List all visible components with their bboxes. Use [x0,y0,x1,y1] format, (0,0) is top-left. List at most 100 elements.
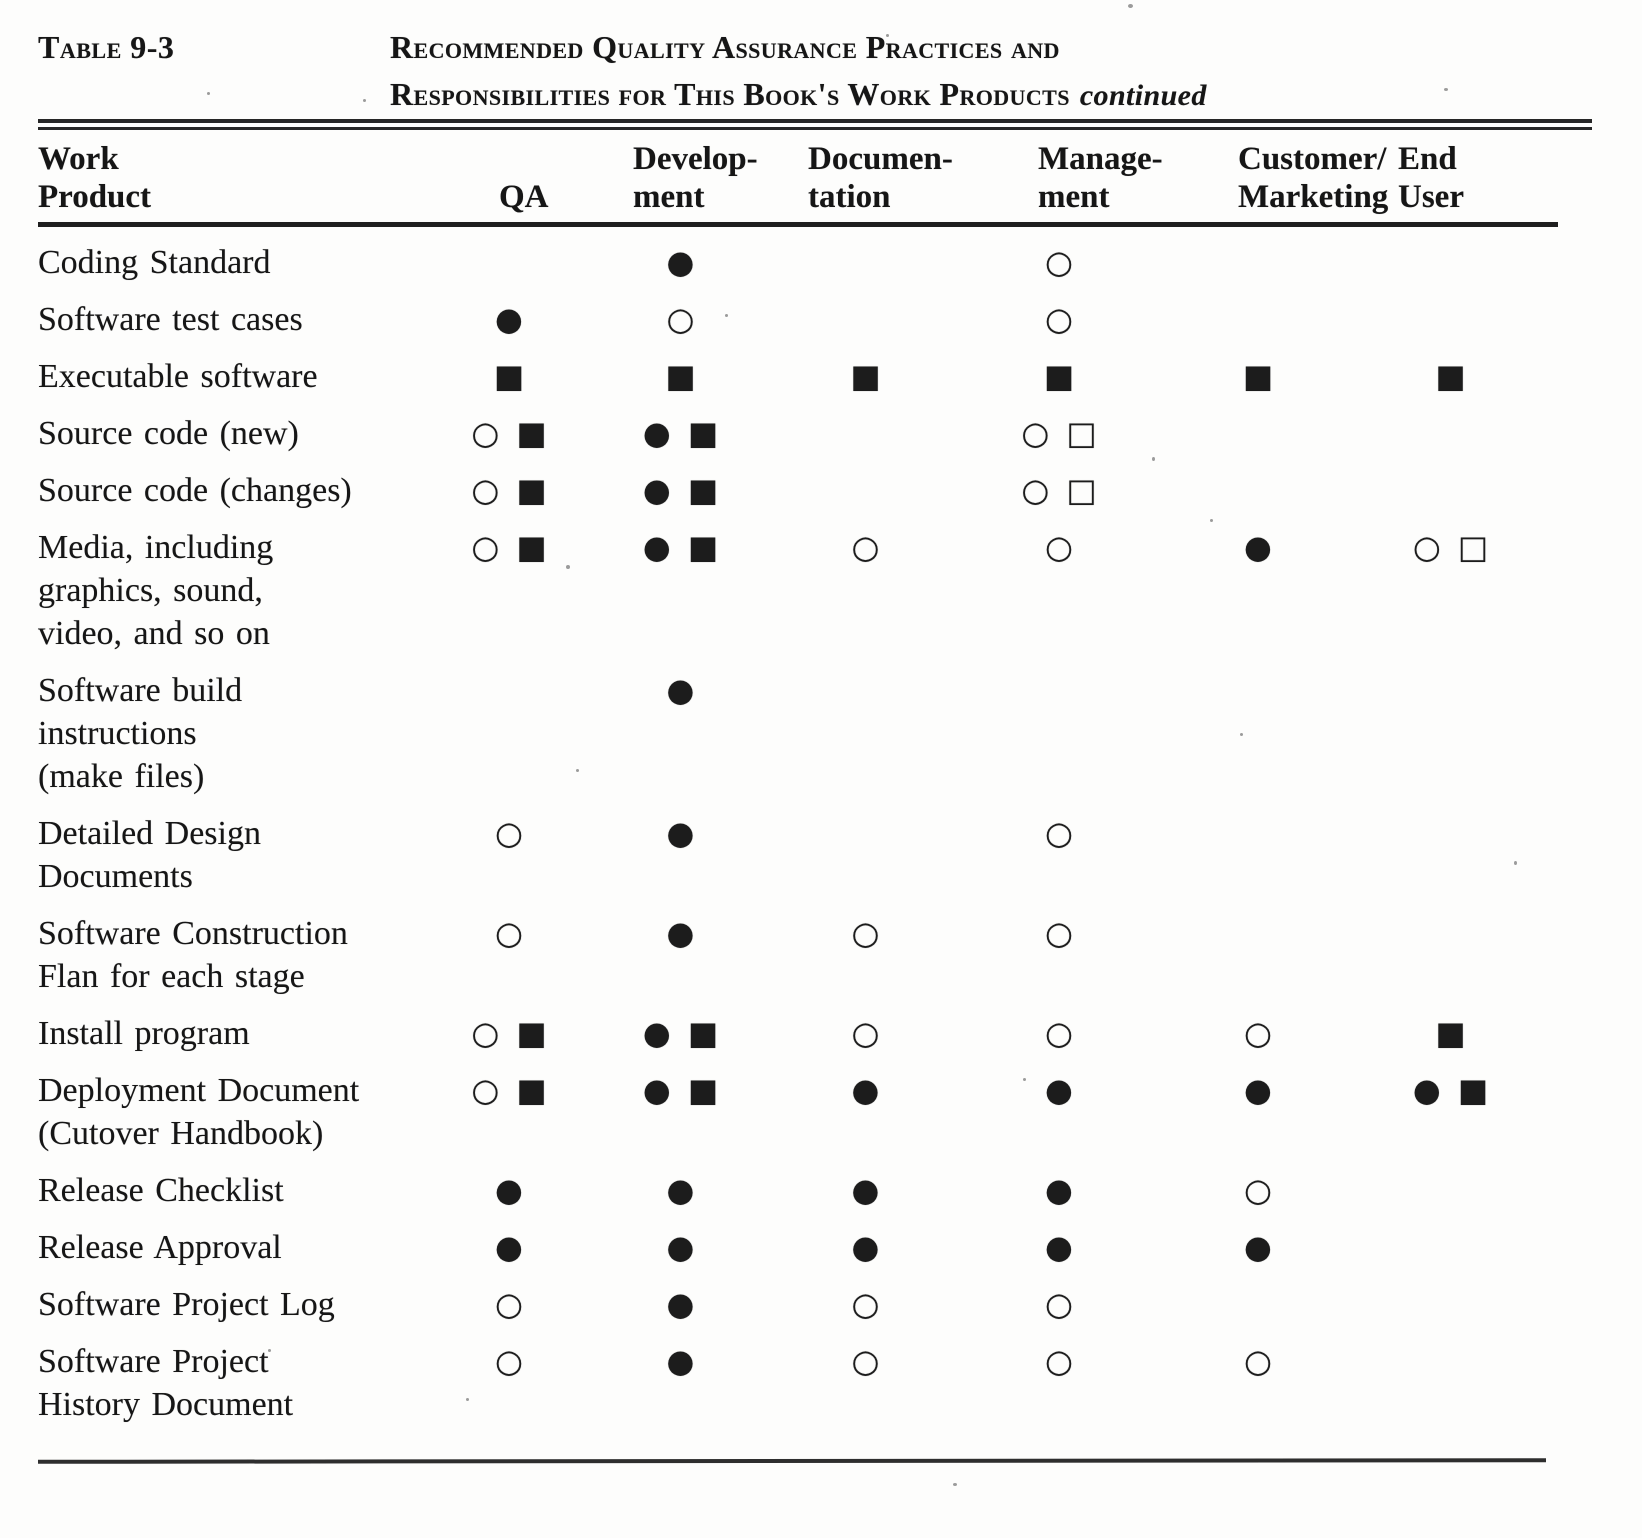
header-row: Work Product QA Develop- ment Documen- t… [38,130,1558,227]
practice-cell: ○ [495,1342,523,1380]
practice-cell: ■ [1435,1014,1466,1052]
practice-cell: ● [1244,1071,1272,1109]
practice-cell: ● [666,1342,695,1380]
table-row: Software Project Log ○ ● ○ ○ [38,1276,1558,1333]
practice-cell: ○ [495,1285,523,1323]
practice-cell: ● [666,814,695,852]
table-title-line1: Recommended Quality Assurance Practices … [390,29,1060,65]
scan-speck [566,565,570,569]
practice-cell: ○ [495,914,523,952]
bottom-rule [37,1458,1547,1464]
column-header-qa: QA [463,130,573,227]
work-product-label: Release Checklist [38,1172,284,1209]
table-number: Table 9-3 [38,29,175,65]
practice-cell [1153,291,1363,348]
practice-cell: ● [666,243,695,281]
practice-cell [1363,291,1558,348]
table-row: Software test cases ● ○ ○ [38,291,1558,348]
work-product-label: Software test cases [38,301,303,338]
practice-cell: ○ [851,528,880,566]
column-header-documentation: Documen- tation [758,130,953,227]
table-row: Coding Standard ● ○ [38,225,1558,292]
practice-cell: ○ [851,1342,880,1380]
work-product-label: Install program [38,1015,250,1052]
table-row: Source code (new) ○ ■ ● ■ ○ □ [38,405,1558,462]
scan-speck [1023,1078,1026,1081]
practice-cell: ○ [1045,814,1073,852]
practice-cell: ○ [1045,300,1073,338]
practice-cell: ● [851,1171,880,1209]
practice-cell: ● ■ [1412,1071,1489,1109]
work-product-label: Media, including graphics, sound, video,… [38,529,274,652]
table-title-line2: Responsibilities for This Book's Work Pr… [390,71,1207,119]
practice-cell: ● [495,1171,523,1209]
scan-speck [1152,457,1155,461]
table-title: Recommended Quality Assurance Practices … [390,24,1207,119]
practice-cell: ○ [851,1285,880,1323]
practice-cell: ○ [851,1014,880,1052]
practice-cell: ■ [1043,357,1075,395]
practice-cell: ● ■ [642,1071,719,1109]
practice-cell [1363,462,1558,519]
table-row: Media, including graphics, sound, video,… [38,519,1558,662]
practice-cell: ○ □ [1021,414,1097,452]
practice-cell: ● ■ [642,1014,719,1052]
practice-cell: ○ [1045,1014,1073,1052]
practice-cell: ○ [495,814,523,852]
column-header-management: Manage- ment [953,130,1163,227]
work-product-label: Executable software [38,358,318,395]
practice-cell [1153,1276,1363,1333]
practice-cell: ● [1045,1071,1073,1109]
table-row: Software Construction Flan for each stag… [38,905,1558,1005]
table-row: Release Approval ● ● ● ● ● [38,1219,1558,1276]
table-header: Work Product QA Develop- ment Documen- t… [38,130,1558,227]
scan-speck [207,92,210,95]
practice-cell: ● [1045,1228,1073,1266]
practice-cell: ○ [1244,1342,1272,1380]
practice-cell: ○ ■ [471,1071,547,1109]
work-product-label: Software Construction Flan for each stag… [38,915,348,995]
practice-cell: ○ [1045,243,1073,281]
practice-cell [463,225,573,292]
practice-cell: ○ [666,300,695,338]
work-product-label: Coding Standard [38,244,271,281]
scan-speck [1240,733,1243,736]
practice-cell [758,291,953,348]
work-product-label: Software Project Log [38,1286,335,1323]
work-product-label: Software Project History Document [38,1343,294,1423]
work-product-label: Software build instructions (make files) [38,672,243,795]
practice-cell: ■ [850,357,881,395]
practice-cell [1363,662,1558,805]
table-row: Source code (changes) ○ ■ ● ■ ○ □ [38,462,1558,519]
table-row: Software Project History Document ○ ● ○ ○ ○ [38,1333,1558,1433]
table-row: Install program ○ ■ ● ■ ○ ○ ○ ■ [38,1005,1558,1062]
practice-cell [1153,462,1363,519]
scan-speck [886,34,889,37]
practice-cell [1153,805,1363,905]
practice-cell: ○ ■ [471,471,547,509]
practice-cell [758,405,953,462]
scan-speck [1514,861,1517,865]
practice-cell: ● [495,1228,523,1266]
scan-speck [725,314,728,317]
practice-cell [1153,405,1363,462]
practice-cell: ○ [1045,528,1073,566]
practice-cell: ● [666,671,695,709]
table-row: Deployment Document (Cutover Handbook) ○ … [38,1062,1558,1162]
scan-speck [268,1349,271,1352]
practice-cell [758,225,953,292]
table-row: Executable software ■ ■ ■ ■ ■ ■ [38,348,1558,405]
practice-cell: ● [851,1071,880,1109]
practice-cell: ● [666,1228,695,1266]
practice-cell: ○ □ [1021,471,1097,509]
qa-practices-table: Work Product QA Develop- ment Documen- t… [38,130,1558,1433]
column-header-customer-marketing: Customer/ Marketing [1153,130,1388,227]
scan-speck [953,1483,957,1486]
practice-cell: ○ [1045,914,1073,952]
table-row: Release Checklist ● ● ● ● ○ [38,1162,1558,1219]
practice-cell [953,662,1153,805]
column-header-development: Develop- ment [573,130,758,227]
scan-speck [363,99,366,102]
table-body: Coding Standard ● ○ Software test cases ● ○ ○ E… [38,225,1558,1434]
